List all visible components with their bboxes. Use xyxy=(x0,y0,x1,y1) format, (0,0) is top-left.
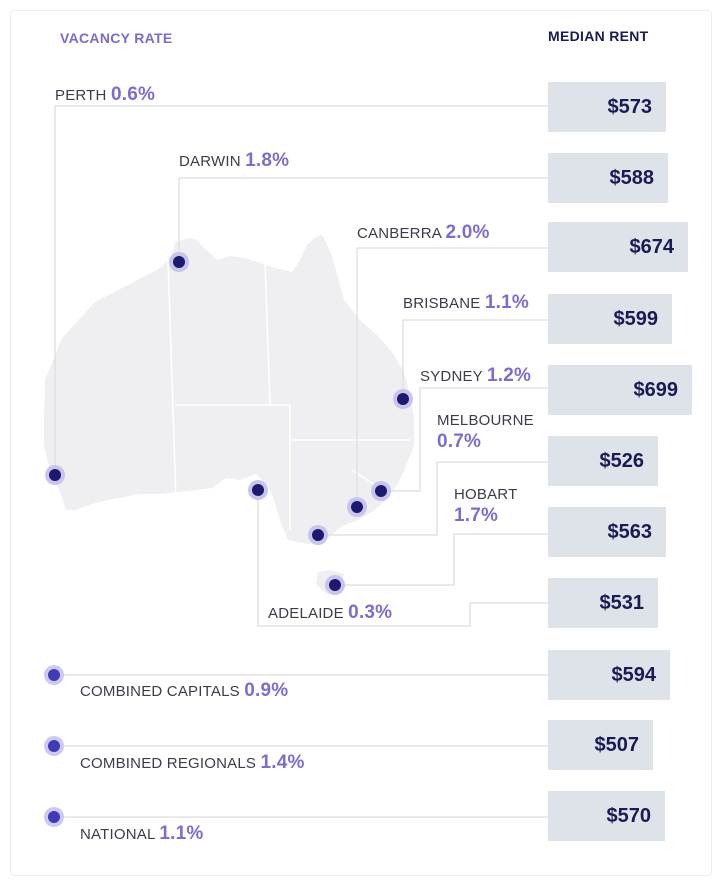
marker-dot-hobart xyxy=(329,579,341,591)
leader-line-brisbane xyxy=(402,319,548,399)
location-label-sydney: SYDNEY 1.2% xyxy=(420,365,531,387)
location-label-brisbane: BRISBANE 1.1% xyxy=(403,292,529,314)
location-name: DARWIN xyxy=(179,153,241,170)
state-border xyxy=(167,259,177,501)
location-label-combined-regionals: COMBINED REGIONALS 1.4% xyxy=(80,752,305,774)
location-label-canberra: CANBERRA 2.0% xyxy=(357,222,490,244)
marker-dot-perth xyxy=(49,469,61,481)
vacancy-rate-value: 2.0% xyxy=(445,222,490,243)
location-name: SYDNEY xyxy=(420,368,483,385)
vacancy-rate-value: 0.3% xyxy=(348,602,393,623)
median-rent-box-melbourne: $526 xyxy=(548,436,658,486)
location-label-national: NATIONAL 1.1% xyxy=(80,823,203,845)
leader-line-darwin xyxy=(178,177,548,262)
marker-dot-brisbane xyxy=(397,393,409,405)
median-rent-header: MEDIAN RENT xyxy=(548,28,649,44)
median-rent-box-hobart: $563 xyxy=(548,507,666,557)
median-rent-box-brisbane: $599 xyxy=(548,294,672,344)
location-name: PERTH xyxy=(55,87,107,104)
median-rent-box-sydney: $699 xyxy=(548,365,692,415)
state-border xyxy=(264,261,271,406)
location-name: COMBINED REGIONALS xyxy=(80,755,257,772)
leader-line-sydney xyxy=(381,387,548,492)
marker-dot-combined-capitals xyxy=(48,669,60,681)
location-name: ADELAIDE xyxy=(268,605,344,622)
leader-line-perth xyxy=(54,105,548,475)
median-rent-box-national: $570 xyxy=(548,791,665,841)
vacancy-rate-value: 0.6% xyxy=(110,84,156,105)
location-name: BRISBANE xyxy=(403,295,481,312)
location-name: NATIONAL xyxy=(80,826,155,843)
location-name: COMBINED CAPITALS xyxy=(80,683,240,700)
vacancy-rate-value: 1.7% xyxy=(454,505,499,526)
vacancy-rate-header: VACANCY RATE xyxy=(60,30,173,46)
location-label-adelaide: ADELAIDE 0.3% xyxy=(268,602,392,624)
vacancy-rate-value: 1.2% xyxy=(487,365,532,386)
location-name: CANBERRA xyxy=(357,225,442,242)
vacancy-rate-value: 0.7% xyxy=(437,431,482,452)
island-shape xyxy=(178,240,193,248)
location-label-melbourne: MELBOURNE 0.7% xyxy=(437,412,534,453)
median-rent-box-perth: $573 xyxy=(548,82,666,132)
leader-line-canberra xyxy=(356,247,548,507)
location-label-darwin: DARWIN 1.8% xyxy=(179,150,289,172)
leader-line-adelaide xyxy=(257,490,548,627)
location-label-perth: PERTH 0.6% xyxy=(55,84,155,106)
location-label-combined-capitals: COMBINED CAPITALS 0.9% xyxy=(80,680,288,702)
median-rent-box-combined-regionals: $507 xyxy=(548,720,653,770)
leader-line-hobart xyxy=(335,533,548,586)
vacancy-rate-value: 1.1% xyxy=(484,292,529,313)
leader-lines xyxy=(54,105,548,818)
marker-dot-canberra xyxy=(351,501,363,513)
marker-dot-sydney xyxy=(375,485,387,497)
marker-dot-melbourne xyxy=(312,529,324,541)
location-name: MELBOURNE xyxy=(437,412,534,429)
marker-dot-adelaide xyxy=(252,484,264,496)
median-rent-box-darwin: $588 xyxy=(548,153,668,203)
mainland-shape xyxy=(44,234,414,544)
vacancy-rate-value: 1.4% xyxy=(260,752,305,773)
median-rent-box-combined-capitals: $594 xyxy=(548,650,670,700)
marker-dot-darwin xyxy=(173,256,185,268)
vacancy-rate-value: 1.8% xyxy=(245,150,290,171)
marker-dot-combined-regionals xyxy=(48,740,60,752)
median-rent-box-canberra: $674 xyxy=(548,222,688,272)
australia-map xyxy=(44,234,414,594)
vacancy-rate-value: 1.1% xyxy=(159,823,204,844)
leader-line-melbourne xyxy=(318,461,548,536)
location-label-hobart: HOBART 1.7% xyxy=(454,486,517,527)
location-markers xyxy=(44,252,413,827)
location-name: HOBART xyxy=(454,486,518,503)
vacancy-rate-value: 0.9% xyxy=(244,680,289,701)
card-frame xyxy=(10,10,712,876)
marker-dot-national xyxy=(48,811,60,823)
median-rent-box-adelaide: $531 xyxy=(548,578,658,628)
